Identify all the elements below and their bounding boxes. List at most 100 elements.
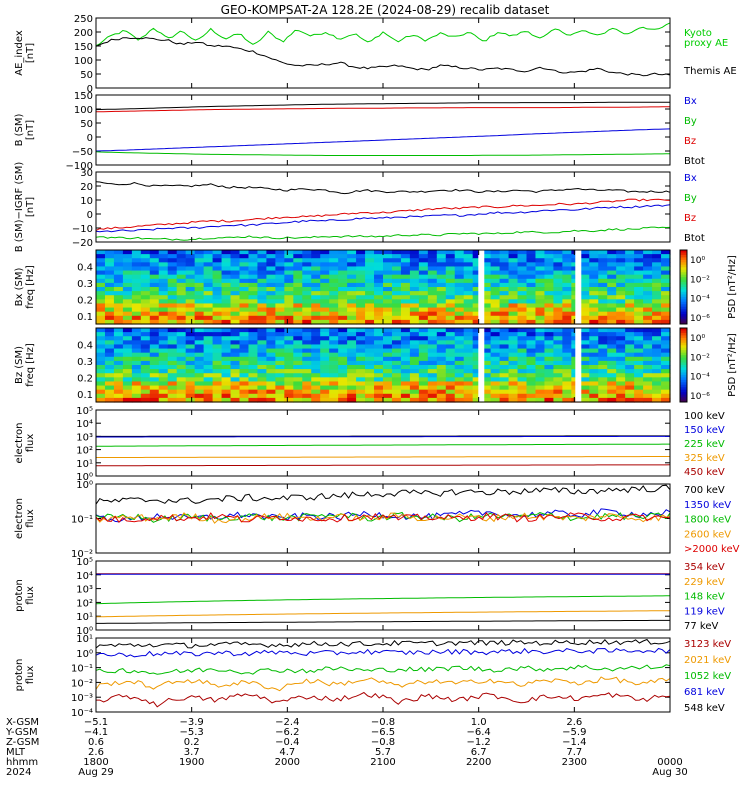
heatmap-cell (472, 262, 483, 268)
heatmap-cell (445, 307, 456, 313)
heatmap-cell (140, 282, 151, 288)
heatmap-cell (212, 356, 223, 362)
heatmap-cell (454, 278, 465, 284)
heatmap-cell (374, 397, 384, 403)
heatmap-cell (275, 319, 285, 325)
colorbar-segment (680, 347, 687, 351)
heatmap-cell (418, 307, 429, 313)
heatmap-cell (329, 344, 339, 350)
colorbar-segment (680, 319, 687, 323)
heatmap-cell (338, 282, 348, 288)
heatmap-cell (140, 254, 151, 259)
heatmap-cell (275, 307, 285, 313)
heatmap-cell (544, 254, 555, 259)
heatmap-cell (221, 291, 232, 296)
heatmap-cell (661, 397, 671, 403)
y-tick-label: 50 (80, 70, 93, 81)
y-tick-label: 100 (74, 105, 93, 116)
heatmap-cell (131, 352, 142, 358)
heatmap-cell (616, 373, 626, 378)
heatmap-cell (311, 319, 321, 325)
heatmap-cell (472, 270, 483, 276)
heatmap-cell (454, 282, 465, 288)
heatmap-cell (248, 360, 259, 366)
heatmap-cell (212, 315, 223, 321)
heatmap-cell (239, 373, 250, 378)
heatmap-cell (131, 332, 142, 337)
heatmap-cell (167, 258, 178, 263)
heatmap-cell (257, 393, 268, 399)
footer-value: 0000 (657, 757, 682, 768)
heatmap-cell (508, 344, 519, 350)
heatmap-cell (391, 365, 402, 370)
heatmap-cell (221, 389, 232, 395)
heatmap-cell (418, 397, 429, 403)
heatmap-cell (383, 389, 393, 395)
heatmap-cell (212, 352, 223, 358)
heatmap-cell (131, 250, 142, 255)
heatmap-cell (616, 307, 626, 313)
heatmap-cell (607, 365, 617, 370)
heatmap-cell (302, 377, 312, 383)
legend-entry: 3123 keV (684, 639, 731, 650)
heatmap-cell (427, 369, 438, 374)
heatmap-cell (472, 303, 483, 309)
heatmap-cell (598, 307, 608, 313)
heatmap-cell (544, 352, 555, 358)
heatmap-cell (535, 266, 546, 272)
heatmap-cell (131, 397, 142, 403)
heatmap-cell (535, 287, 546, 292)
heatmap-cell (409, 340, 420, 346)
heatmap-cell (293, 385, 303, 391)
heatmap-cell (553, 381, 563, 387)
heatmap-cell (499, 385, 510, 391)
heatmap-cell (508, 373, 519, 378)
heatmap-cell (284, 381, 294, 387)
heatmap-cell (490, 393, 501, 399)
heatmap-cell (418, 315, 429, 321)
heatmap-cell (356, 397, 366, 403)
heatmap-cell (616, 344, 626, 350)
heatmap-cell (445, 278, 456, 284)
heatmap-cell (149, 332, 160, 337)
heatmap-cell (463, 274, 474, 280)
heatmap-cell (239, 356, 250, 362)
heatmap-cell (347, 328, 357, 333)
heatmap-cell (580, 262, 590, 268)
heatmap-cell (598, 373, 608, 378)
heatmap-cell (598, 262, 608, 268)
heatmap-cell (176, 389, 187, 395)
heatmap-cell (140, 340, 151, 346)
heatmap-cell (643, 328, 653, 333)
heatmap-cell (212, 287, 223, 292)
heatmap-cell (203, 381, 214, 387)
heatmap-cell (490, 282, 501, 288)
heatmap-cell (158, 291, 169, 296)
footer-value: 2.6 (566, 717, 582, 728)
heatmap-cell (275, 393, 285, 399)
heatmap-cell (320, 344, 330, 350)
heatmap-cell (149, 307, 160, 313)
heatmap-cell (625, 348, 635, 354)
heatmap-cell (634, 266, 644, 272)
heatmap-cell (104, 352, 115, 358)
heatmap-cell (472, 258, 483, 263)
heatmap-cell (221, 340, 232, 346)
heatmap-cell (266, 311, 276, 317)
heatmap-cell (248, 389, 259, 395)
heatmap-cell (113, 365, 124, 370)
heatmap-cell (409, 311, 420, 317)
heatmap-cell (598, 250, 608, 255)
heatmap-cell (409, 393, 420, 399)
heatmap-cell (320, 250, 330, 255)
heatmap-cell (634, 340, 644, 346)
heatmap-cell (526, 307, 537, 313)
heatmap-cell (436, 250, 447, 255)
heatmap-cell (589, 332, 599, 337)
heatmap-cell (122, 356, 133, 362)
heatmap-cell (607, 307, 617, 313)
heatmap-cell (409, 385, 420, 391)
heatmap-cell (454, 311, 465, 317)
heatmap-cell (374, 393, 384, 399)
heatmap-cell (383, 352, 393, 358)
